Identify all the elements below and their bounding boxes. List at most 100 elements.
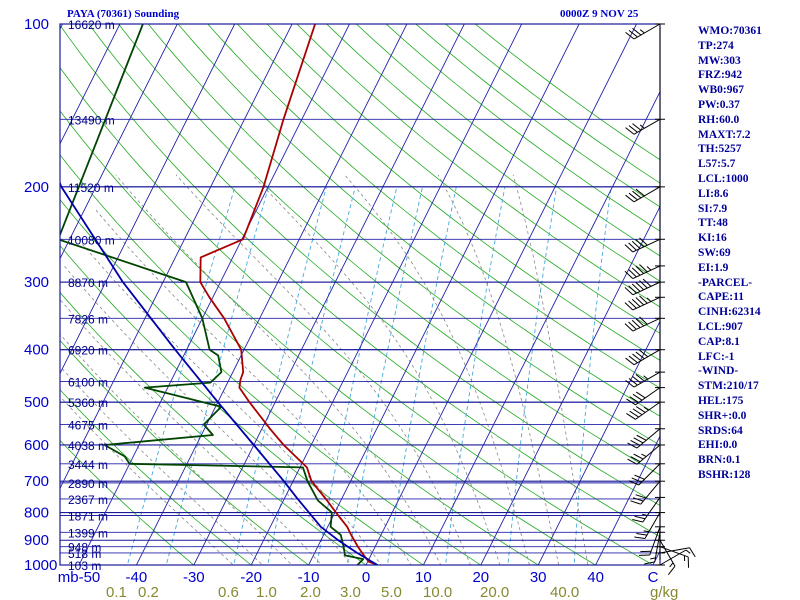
temperature-tick-label: 40 xyxy=(587,569,604,586)
index-item: STM:210/17 xyxy=(698,380,759,393)
dry-adiabat xyxy=(60,244,425,565)
mixing-ratio-tick-label: 40.0 xyxy=(550,584,579,600)
mixing-ratio-line xyxy=(573,186,612,565)
temperature-tick-label: C xyxy=(648,569,659,586)
mixing-ratio-tick-label: 1.0 xyxy=(256,584,277,600)
temperature-tick-label: -40 xyxy=(126,569,148,586)
mixing-ratio-line xyxy=(507,186,558,565)
dry-adiabat xyxy=(415,24,660,208)
isotherm xyxy=(193,24,465,565)
isotherm xyxy=(60,24,64,31)
height-label: 948 m xyxy=(68,541,101,555)
dry-adiabat xyxy=(60,154,539,565)
isotherm xyxy=(78,24,351,565)
wind-barb xyxy=(625,349,665,366)
dry-adiabat xyxy=(236,24,660,361)
wind-barbs xyxy=(624,23,696,575)
height-label: 6100 m xyxy=(68,376,108,390)
height-label: 16620 m xyxy=(68,18,115,32)
height-label: 11520 m xyxy=(68,181,114,195)
moist-adiabat xyxy=(60,395,234,565)
index-item: EHI:0.0 xyxy=(698,439,738,452)
index-item: TH:5257 xyxy=(698,143,742,156)
pressure-tick-label: 600 xyxy=(24,437,49,454)
index-item: CAP:8.1 xyxy=(698,335,740,348)
height-label: 10080 m xyxy=(68,233,115,247)
dry-adiabat xyxy=(60,291,367,565)
index-item: LFC:-1 xyxy=(698,350,735,363)
moist-adiabat xyxy=(94,209,412,565)
dry-adiabat xyxy=(88,24,660,506)
index-item: -PARCEL- xyxy=(698,276,753,289)
index-item: LCL:1000 xyxy=(698,172,749,185)
wind-barb xyxy=(624,316,665,332)
index-item: EI:1.9 xyxy=(698,261,729,274)
height-label: 13490 m xyxy=(68,113,115,127)
chart-time: 0000Z 9 NOV 25 xyxy=(560,8,639,20)
temperature-tick-label: 0 xyxy=(362,569,370,586)
height-label: 3444 m xyxy=(68,458,108,472)
wind-barb xyxy=(638,526,665,556)
index-item: CAPE:11 xyxy=(698,291,744,304)
pressure-tick-label: 1000 xyxy=(24,557,57,574)
index-item: KI:16 xyxy=(698,232,727,245)
height-label: 1399 m xyxy=(68,526,108,540)
dewpoint-line xyxy=(60,24,365,565)
wind-barb xyxy=(634,512,665,540)
index-item: RH:60.0 xyxy=(698,113,740,126)
pressure-tick-label: 500 xyxy=(24,394,49,411)
pressure-tick-label: 700 xyxy=(24,473,49,490)
temperature-line xyxy=(199,24,378,565)
dry-adiabat xyxy=(444,24,660,184)
dry-adiabat xyxy=(474,24,660,161)
isotherm xyxy=(60,24,178,260)
moist-adiabat xyxy=(115,174,442,565)
index-item: TT:48 xyxy=(698,217,728,230)
index-item: FRZ:942 xyxy=(698,69,743,82)
index-item: SW:69 xyxy=(698,246,731,259)
moist-adiabat xyxy=(175,174,471,565)
mixing-ratio-tick-label: 0.6 xyxy=(218,584,239,600)
wind-barb xyxy=(625,118,665,135)
height-label: 4675 m xyxy=(68,419,108,433)
height-label: 2890 m xyxy=(68,477,108,491)
index-item: LCL:907 xyxy=(698,320,743,333)
indices-list: WMO:70361 TP:274 MW:303 FRZ:942 WB0:967 PW:0.… xyxy=(698,24,762,483)
height-label: 6920 m xyxy=(68,344,108,358)
dry-adiabat xyxy=(60,199,482,565)
temperature-tick-label: 10 xyxy=(415,569,432,586)
moist-adiabat xyxy=(344,174,530,565)
pressure-tick-label: 100 xyxy=(24,16,49,33)
mixing-ratio-tick-label: 10.0 xyxy=(423,584,452,600)
temperature-tick-label: -20 xyxy=(240,569,262,586)
height-label: 518 m xyxy=(68,547,101,561)
wind-barb xyxy=(630,480,665,505)
mixing-ratio-tick-label: 5.0 xyxy=(381,584,402,600)
isotherm xyxy=(135,24,408,565)
isotherm xyxy=(60,24,236,375)
dry-adiabat xyxy=(266,24,660,334)
height-label: 7826 m xyxy=(68,312,108,326)
dry-adiabat xyxy=(118,24,660,476)
height-label: 103 m xyxy=(68,559,101,573)
plot-frame xyxy=(59,23,661,566)
mixing-ratio-tick-label: g/kg xyxy=(650,584,678,600)
wind-barb xyxy=(624,295,665,311)
moist-adiabat xyxy=(63,265,352,565)
isotherm xyxy=(60,24,121,145)
height-label: 4038 m xyxy=(68,439,108,453)
isotherm xyxy=(422,90,660,565)
dry-adiabat xyxy=(60,67,654,565)
isotherm xyxy=(60,24,293,490)
isotherm xyxy=(250,24,523,565)
mixing-ratio-tick-label: 20.0 xyxy=(480,584,509,600)
wind-barb xyxy=(625,371,665,388)
index-item: WMO:70361 xyxy=(698,25,762,37)
isotherm xyxy=(480,205,660,565)
mixing-ratio-tick-label: 0.2 xyxy=(138,584,159,600)
temperature-tick-label: 20 xyxy=(472,569,489,586)
wind-barb xyxy=(627,428,665,449)
wind-barb xyxy=(624,237,665,253)
pressure-tick-label: 400 xyxy=(24,342,49,359)
index-item: CINH:62314 xyxy=(698,306,761,319)
